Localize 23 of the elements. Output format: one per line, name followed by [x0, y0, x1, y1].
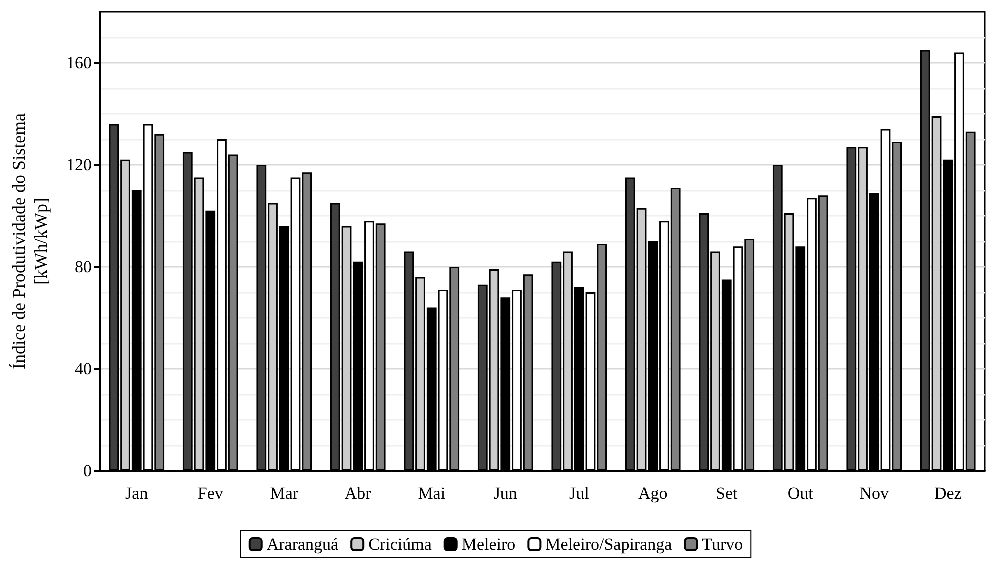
legend-label: Turvo: [702, 535, 744, 554]
x-tick-label: Nov: [860, 484, 890, 503]
x-tick-label: Jul: [569, 484, 590, 503]
x-tick-label: Ago: [638, 484, 668, 503]
y-tick-label: 0: [84, 462, 92, 480]
y-tick-label: 120: [66, 156, 92, 174]
x-tick-label: Mar: [270, 484, 299, 503]
y-axis-title: Índice de Produtividade do Sistema [kWh/kWp]: [9, 114, 51, 370]
y-tick-label: 160: [66, 54, 92, 72]
legend-label: Criciúma: [368, 535, 432, 554]
x-tick-label: Out: [788, 484, 814, 503]
y-tick-label: 40: [75, 360, 92, 378]
x-tick-label: Jan: [126, 484, 149, 503]
legend-label: Meleiro: [462, 535, 516, 554]
x-tick-label: Set: [716, 484, 738, 503]
x-tick-label: Mai: [418, 484, 446, 503]
x-tick-label: Jun: [494, 484, 518, 503]
y-tick-label: 80: [75, 258, 92, 276]
x-tick-label: Fev: [198, 484, 224, 503]
x-tick-label: Dez: [934, 484, 962, 503]
x-tick-label: Abr: [344, 484, 372, 503]
legend-label: Meleiro/Sapiranga: [546, 535, 673, 554]
legend-label: Araranguá: [266, 535, 340, 554]
